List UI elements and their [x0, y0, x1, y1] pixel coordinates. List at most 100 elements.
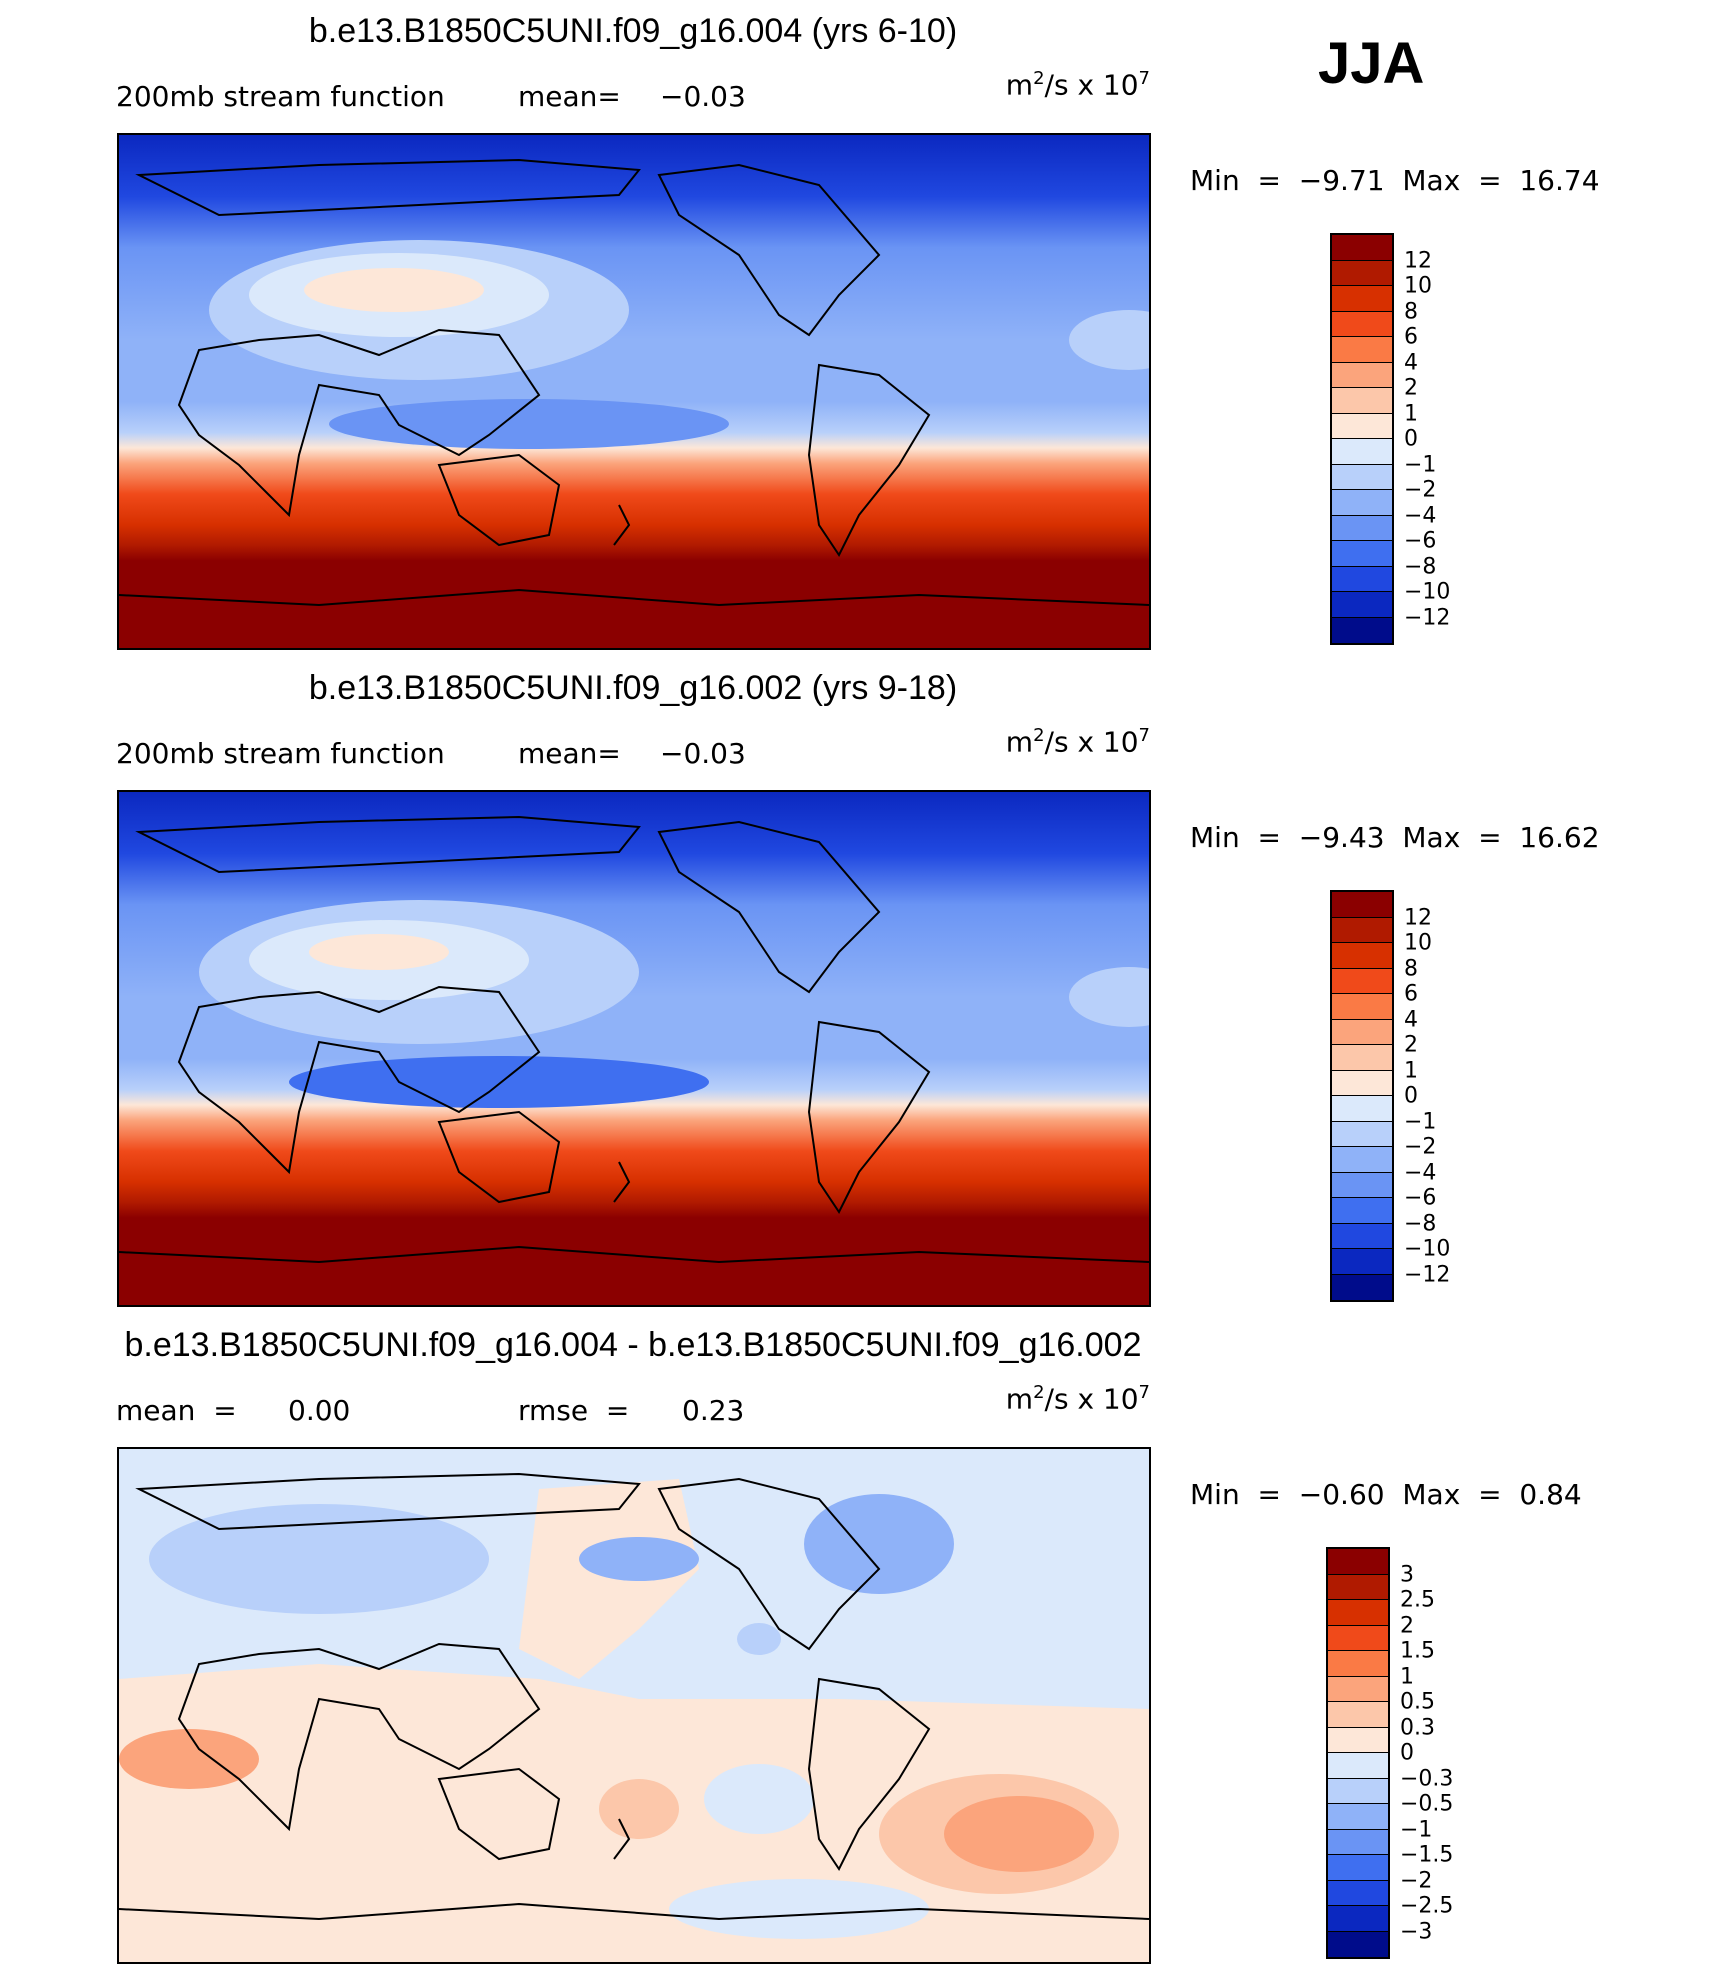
- colorbar-tick-label: −4: [1404, 503, 1437, 528]
- panel-2-map: [117, 790, 1151, 1307]
- colorbar-swatch: [1332, 1045, 1392, 1071]
- panel-3-rmse-value: 0.23: [682, 1394, 745, 1427]
- colorbar-swatch: [1328, 1804, 1388, 1830]
- panel-1-field: [119, 135, 1149, 648]
- colorbar-swatch: [1328, 1778, 1388, 1804]
- colorbar-swatch: [1332, 235, 1392, 261]
- colorbar-tick-label: 12: [1404, 905, 1432, 930]
- colorbar-swatch: [1328, 1676, 1388, 1702]
- colorbar-tick-label: −12: [1404, 605, 1451, 630]
- panel-3-rmse-label: rmse =: [518, 1394, 630, 1427]
- panel-3-pos-indian: [599, 1779, 679, 1839]
- panel-2-mean-label: mean=: [518, 737, 621, 770]
- colorbar-swatch: [1332, 413, 1392, 439]
- colorbar-swatch: [1328, 1753, 1388, 1779]
- colorbar-tick-label: −6: [1404, 528, 1437, 554]
- colorbar-swatch: [1332, 286, 1392, 312]
- panel-3-neg-pacific: [579, 1537, 699, 1581]
- panel-2-minmax: Min = −9.43 Max = 16.62: [1190, 821, 1600, 854]
- colorbar-tick-label: 3: [1400, 1562, 1414, 1587]
- colorbar-tick-label: 0.5: [1400, 1689, 1435, 1715]
- panel-2-side-patch: [1069, 967, 1149, 1027]
- colorbar-tick-label: −4: [1404, 1160, 1437, 1185]
- colorbar-swatch: [1332, 566, 1392, 592]
- colorbar-tick-label: −12: [1404, 1262, 1451, 1287]
- panel-1-colorbar: [1330, 233, 1394, 645]
- colorbar-tick-label: 0: [1404, 426, 1418, 452]
- colorbar-swatch: [1328, 1727, 1388, 1753]
- panel-3-neg-eurasia: [149, 1504, 489, 1614]
- colorbar-tick-label: 10: [1404, 930, 1432, 956]
- panel-3-coastlines: [119, 1472, 1149, 1921]
- panel-1-map-svg: [119, 135, 1149, 648]
- colorbar-swatch: [1332, 617, 1392, 643]
- colorbar-swatch: [1332, 1223, 1392, 1249]
- colorbar-tick-label: −8: [1404, 554, 1437, 579]
- colorbar-tick-label: 12: [1404, 248, 1432, 273]
- panel-3-title: b.e13.B1850C5UNI.f09_g16.004 - b.e13.B18…: [124, 1326, 1142, 1364]
- colorbar-swatch: [1328, 1829, 1388, 1855]
- colorbar-swatch: [1332, 337, 1392, 363]
- panel-1-units: m2/s x 107: [1005, 68, 1150, 102]
- colorbar-tick-label: 1.5: [1400, 1638, 1435, 1664]
- colorbar-swatch: [1328, 1880, 1388, 1906]
- colorbar-tick-label: 4: [1404, 1007, 1418, 1032]
- colorbar-tick-label: 2: [1404, 375, 1418, 401]
- panel-3-mean-value: 0.00: [288, 1394, 351, 1427]
- colorbar-tick-label: −10: [1404, 1236, 1451, 1262]
- colorbar-tick-label: 0: [1400, 1740, 1414, 1766]
- colorbar-swatch: [1332, 1274, 1392, 1300]
- colorbar-tick-label: −8: [1404, 1211, 1437, 1236]
- colorbar-tick-label: 2.5: [1400, 1587, 1435, 1613]
- panel-1: b.e13.B1850C5UNI.f09_g16.004 (yrs 6-10) …: [0, 0, 1710, 650]
- panel-3-mean-label: mean =: [116, 1394, 237, 1427]
- colorbar-swatch: [1332, 917, 1392, 943]
- colorbar-tick-label: 0: [1404, 1083, 1418, 1109]
- panel-2-variable-label: 200mb stream function: [116, 737, 445, 770]
- panel-3-positive-north: [519, 1479, 699, 1679]
- colorbar-swatch: [1328, 1931, 1388, 1957]
- colorbar-swatch: [1332, 439, 1392, 465]
- panel-1-title: b.e13.B1850C5UNI.f09_g16.004 (yrs 6-10): [308, 12, 958, 50]
- panel-2-coastlines: [119, 815, 1149, 1264]
- colorbar-tick-label: −0.5: [1400, 1791, 1454, 1817]
- colorbar-swatch: [1332, 892, 1392, 918]
- panel-3-neg-small: [737, 1623, 781, 1655]
- colorbar-tick-label: −2: [1404, 477, 1437, 503]
- panel-3: b.e13.B1850C5UNI.f09_g16.004 - b.e13.B18…: [0, 1314, 1710, 1964]
- colorbar-tick-label: 1: [1400, 1664, 1414, 1689]
- panel-1-mean-value: −0.03: [660, 80, 746, 113]
- colorbar-swatch: [1332, 515, 1392, 541]
- colorbar-tick-label: 2: [1400, 1613, 1414, 1638]
- colorbar-tick-label: 4: [1404, 350, 1418, 375]
- colorbar-tick-label: −0.3: [1400, 1766, 1454, 1791]
- colorbar-swatch: [1328, 1855, 1388, 1881]
- panel-3-pos-africa: [119, 1729, 259, 1789]
- panel-3-colorbar: [1326, 1547, 1390, 1959]
- panel-2-title: b.e13.B1850C5UNI.f09_g16.002 (yrs 9-18): [308, 669, 958, 707]
- panel-1-low-band: [329, 399, 729, 449]
- colorbar-swatch: [1332, 1147, 1392, 1173]
- panel-3-map-svg: [119, 1449, 1149, 1962]
- panel-2-high-core: [309, 934, 449, 970]
- colorbar-swatch: [1332, 943, 1392, 969]
- colorbar-swatch: [1332, 592, 1392, 618]
- colorbar-tick-label: 0.3: [1400, 1715, 1435, 1740]
- colorbar-tick-label: −10: [1404, 579, 1451, 605]
- colorbar-swatch: [1332, 464, 1392, 490]
- panel-1-coastlines: [119, 158, 1149, 607]
- panel-3-pos-atlantic-core: [944, 1796, 1094, 1872]
- panel-1-mean-label: mean=: [518, 80, 621, 113]
- panel-2-field: [119, 792, 1149, 1305]
- colorbar-tick-label: −1: [1404, 452, 1437, 477]
- colorbar-swatch: [1328, 1651, 1388, 1677]
- colorbar-swatch: [1332, 541, 1392, 567]
- colorbar-swatch: [1332, 311, 1392, 337]
- colorbar-swatch: [1332, 1096, 1392, 1122]
- colorbar-swatch: [1328, 1574, 1388, 1600]
- colorbar-swatch: [1332, 1198, 1392, 1224]
- colorbar-tick-label: −2.5: [1400, 1893, 1454, 1919]
- colorbar-swatch: [1328, 1600, 1388, 1626]
- colorbar-swatch: [1332, 1070, 1392, 1096]
- colorbar-swatch: [1328, 1702, 1388, 1728]
